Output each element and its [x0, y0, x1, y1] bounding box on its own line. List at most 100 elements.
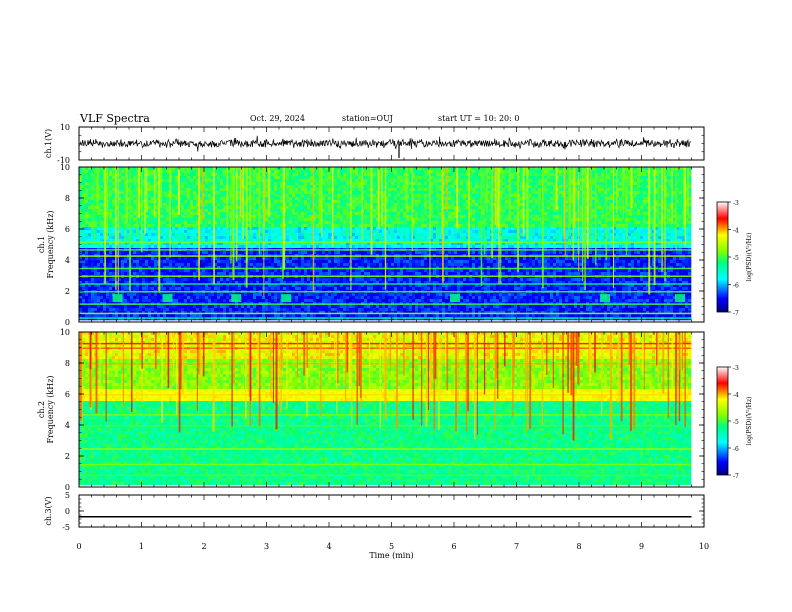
- ch1-burst: [661, 167, 662, 272]
- y-tick-label: 5: [65, 491, 70, 500]
- ch2-burst: [403, 332, 405, 376]
- ch1-burst: [169, 167, 170, 257]
- ch1-burst: [658, 167, 660, 221]
- ch2-burst: [567, 332, 569, 393]
- x-tick-label: 0: [76, 542, 81, 551]
- ch2-burst: [345, 332, 346, 403]
- ch1-burst: [378, 167, 380, 229]
- ch1-band: [79, 303, 692, 305]
- ch2-burst: [662, 332, 664, 394]
- ch1-burst: [94, 167, 96, 239]
- ch1-burst: [347, 167, 348, 243]
- x-axis-label: Time (min): [369, 551, 413, 560]
- ch1-burst: [381, 167, 382, 226]
- ch2-burst: [384, 332, 385, 404]
- ch2-burst: [165, 332, 166, 376]
- y-tick-label: 4: [65, 421, 70, 430]
- ch2-burst: [173, 332, 174, 375]
- ch1-patch: [281, 294, 291, 302]
- y-tick-label: 2: [65, 287, 70, 296]
- ch2-burst: [474, 332, 476, 439]
- ch1-burst: [613, 167, 614, 288]
- ch1-patch: [163, 294, 173, 302]
- ch1-burst: [584, 167, 586, 290]
- ch2-burst: [621, 332, 623, 421]
- ch2-burst: [286, 332, 287, 409]
- x-tick-label: 7: [514, 542, 519, 551]
- ch2-burst: [385, 332, 387, 420]
- ch2-band: [79, 475, 692, 477]
- ch2-burst: [198, 332, 199, 374]
- ch2-burst: [214, 332, 215, 383]
- ch1-burst: [587, 167, 589, 259]
- ch2-burst: [203, 332, 205, 376]
- ch2-burst: [233, 332, 234, 385]
- ch1-burst: [321, 167, 323, 237]
- ch2-burst: [213, 332, 215, 432]
- x-tick-label: 9: [639, 542, 644, 551]
- colorbar-tick-label: -7: [733, 473, 739, 480]
- ch1-burst: [565, 167, 566, 256]
- ch1-burst: [484, 167, 486, 254]
- ch2-burst: [430, 332, 432, 390]
- ch1-burst: [232, 167, 234, 280]
- ch2-burst: [258, 332, 260, 388]
- ch1-burst: [569, 167, 571, 225]
- ch1-burst: [654, 167, 656, 285]
- y-tick-label: 10: [60, 163, 70, 172]
- colorbar: [717, 202, 728, 312]
- ch1-burst: [527, 167, 529, 240]
- ch1-burst: [500, 167, 501, 284]
- x-tick-label: 5: [389, 542, 394, 551]
- ch1-burst: [446, 167, 447, 212]
- ch2-burst: [594, 332, 596, 372]
- ch1-burst: [456, 167, 458, 228]
- ch2-burst: [307, 332, 308, 368]
- y-tick-label: 0: [65, 318, 70, 327]
- ch2-band: [79, 425, 692, 427]
- y-tick-label: 8: [65, 359, 70, 368]
- colorbar-tick-label: -5: [733, 255, 739, 262]
- ch1-burst: [97, 167, 99, 209]
- y-tick-label: -5: [62, 523, 70, 532]
- ch2-burst: [180, 332, 181, 389]
- ch1-burst: [582, 167, 583, 281]
- ch2-burst: [123, 332, 124, 407]
- y-axis-label: ch.1: [37, 236, 46, 253]
- ch2-burst: [577, 332, 579, 384]
- y-tick-label: 6: [65, 225, 70, 234]
- ch2-burst: [99, 332, 100, 390]
- ch1-burst: [675, 167, 676, 250]
- ch1-burst: [616, 167, 617, 213]
- ch2-burst: [396, 332, 398, 429]
- ch2-burst: [467, 332, 469, 411]
- ch2-burst: [106, 332, 107, 422]
- ch1-burst: [574, 167, 575, 228]
- ch1-burst: [687, 167, 688, 216]
- ch1-burst: [564, 167, 565, 239]
- ch1-burst: [542, 167, 544, 288]
- ch1-burst: [242, 167, 243, 239]
- ch1-burst: [350, 167, 351, 290]
- ch2-burst: [633, 332, 635, 429]
- ch2-burst: [601, 332, 602, 415]
- ch1-burst: [106, 167, 108, 240]
- ch1-burst: [486, 167, 487, 213]
- colorbar-tick-label: -6: [733, 283, 739, 290]
- ch2-burst: [96, 332, 98, 414]
- ch2-burst: [477, 332, 478, 435]
- ch2-burst: [676, 332, 677, 382]
- ch1-burst: [146, 167, 147, 211]
- ch2-burst: [155, 332, 157, 369]
- ch1-burst: [491, 167, 493, 258]
- ch1-band: [79, 317, 692, 319]
- ch2-burst: [359, 332, 360, 386]
- ch1-burst: [126, 167, 128, 223]
- y-tick-label: 0: [65, 507, 70, 516]
- colorbar-tick-label: -4: [733, 392, 739, 399]
- ch1-burst: [631, 167, 633, 208]
- ch1-trace: [79, 136, 691, 152]
- ch1-burst: [178, 167, 180, 215]
- y-axis-label: ch.1(V): [44, 129, 53, 158]
- ch1-burst: [648, 167, 650, 294]
